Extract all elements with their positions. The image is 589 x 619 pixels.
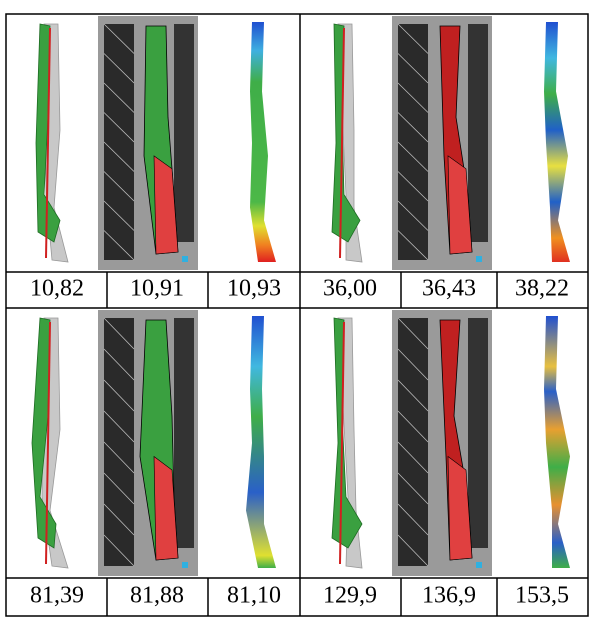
figure-panel [332,16,570,270]
photo-marker [182,562,188,568]
cell-value: 10,93 [227,276,281,302]
illustrations [32,16,570,576]
cell-value: 38,22 [515,276,569,302]
cell-value: 81,39 [30,583,84,609]
contour-strip [544,316,570,568]
figure-panel [36,16,276,270]
photo-panel-r [174,24,194,242]
photo-panel-l [104,318,134,566]
cell-value: 81,10 [227,583,281,609]
cell-value: 153,5 [515,583,569,609]
contour-strip [250,22,276,262]
cell-value: 81,88 [130,583,184,609]
cell-value: 10,82 [30,276,84,302]
photo-panel-l [104,24,134,260]
figure-panel [32,310,276,576]
photo-panel-r [174,318,194,548]
photo-panel-r [468,318,488,548]
cell-value: 129,9 [323,583,377,609]
cell-value: 36,00 [323,276,377,302]
photo-panel-r [468,24,488,242]
photo-marker [476,256,482,262]
figure-table: 10,82 10,91 10,93 36,00 36,43 38,22 81,39 81,88… [0,0,589,619]
cell-value: 136,9 [422,583,476,609]
contour-strip [246,316,276,568]
table-grid [6,14,588,616]
cell-value: 10,91 [130,276,184,302]
contour-strip [544,22,570,262]
photo-panel-l [398,24,428,260]
photo-panel-l [398,318,428,566]
photo-marker [476,562,482,568]
photo-marker [182,256,188,262]
cell-value: 36,43 [422,276,476,302]
figure-panel [332,310,570,576]
